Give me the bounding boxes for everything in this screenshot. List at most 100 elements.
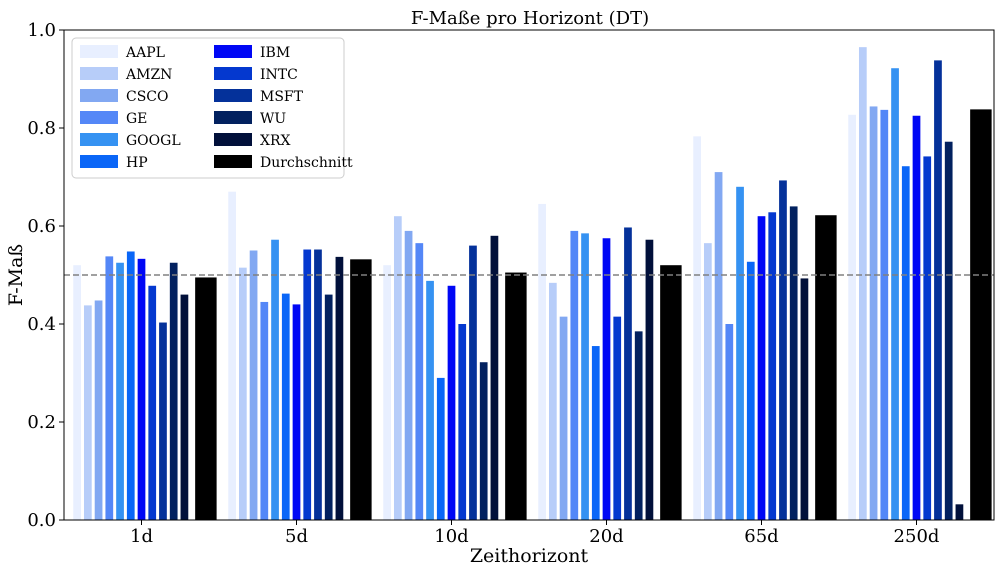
bar-msft-65d — [779, 180, 787, 520]
legend-label-aapl: AAPL — [125, 45, 165, 61]
bar-intc-65d — [768, 212, 777, 520]
bar-msft-10d — [469, 245, 477, 520]
bars-layer — [73, 47, 992, 521]
bar-durchschnitt-5d — [350, 259, 372, 520]
bar-aapl-1d — [73, 265, 81, 520]
bar-amzn-1d — [83, 305, 92, 520]
bar-ibm-65d — [757, 216, 766, 520]
legend-label-amzn: AMZN — [125, 67, 172, 83]
bar-durchschnitt-20d — [660, 265, 682, 520]
bar-ge-5d — [260, 301, 269, 520]
legend-label-googl: GOOGL — [126, 133, 181, 149]
legend-swatch-csco — [80, 89, 118, 102]
bar-xrx-5d — [335, 256, 344, 520]
legend-swatch-msft — [214, 89, 252, 102]
bar-ge-20d — [570, 230, 579, 520]
plot-frame — [63, 29, 995, 521]
bar-googl-5d — [271, 239, 279, 520]
bar-wu-250d — [944, 141, 953, 520]
legend-label-csco: CSCO — [126, 89, 169, 105]
bar-wu-5d — [324, 294, 333, 520]
x-tick-label-5d: 5d — [285, 526, 308, 547]
legend-box — [71, 37, 345, 179]
legend-label-hp: HP — [126, 155, 148, 171]
bar-hp-250d — [901, 166, 910, 520]
bar-msft-20d — [624, 227, 632, 520]
y-tick-label: 0.2 — [27, 412, 56, 433]
y-tick-label: 1.0 — [27, 20, 56, 41]
bar-aapl-20d — [538, 203, 546, 520]
bar-xrx-65d — [800, 278, 809, 520]
bar-csco-250d — [869, 106, 878, 520]
x-axis-label: Zeithorizont — [470, 545, 589, 567]
x-tick-label-10d: 10d — [434, 526, 468, 547]
bar-wu-65d — [789, 206, 798, 520]
x-tick-label-1d: 1d — [130, 526, 153, 547]
bar-amzn-10d — [393, 216, 402, 520]
legend-label-xrx: XRX — [260, 133, 291, 149]
legend-label-durchschnitt: Durchschnitt — [260, 155, 353, 171]
bar-googl-65d — [736, 186, 744, 521]
legend-swatch-amzn — [80, 67, 118, 80]
bar-msft-1d — [159, 322, 167, 520]
bar-wu-20d — [634, 331, 643, 520]
bar-hp-10d — [436, 377, 445, 520]
bar-xrx-20d — [645, 239, 654, 520]
legend-label-ge: GE — [126, 111, 147, 127]
y-tick-label: 0.4 — [27, 314, 56, 335]
legend-swatch-googl — [80, 133, 118, 146]
bar-msft-5d — [314, 249, 322, 520]
bar-intc-5d — [303, 249, 312, 520]
legend-swatch-hp — [80, 155, 118, 168]
bar-ibm-20d — [602, 238, 611, 520]
bar-ge-1d — [105, 256, 114, 520]
bar-hp-20d — [591, 346, 600, 520]
bar-csco-65d — [714, 172, 723, 520]
bar-msft-250d — [934, 60, 942, 520]
legend-swatch-xrx — [214, 133, 252, 146]
bar-wu-10d — [479, 362, 488, 520]
chart-title: F-Maße pro Horizont (DT) — [411, 8, 649, 29]
bar-googl-20d — [581, 233, 589, 520]
bar-amzn-5d — [238, 267, 247, 520]
legend-label-intc: INTC — [260, 67, 298, 83]
x-tick-label-250d: 250d — [894, 526, 940, 547]
bar-xrx-10d — [490, 235, 499, 521]
bar-ge-65d — [725, 324, 734, 520]
bar-googl-10d — [426, 280, 434, 520]
bar-intc-20d — [613, 316, 622, 520]
legend-swatch-wu — [214, 111, 252, 124]
y-tick-label: 0.6 — [27, 216, 56, 237]
bar-xrx-1d — [180, 294, 189, 520]
legend-label-wu: WU — [260, 111, 286, 127]
bar-aapl-250d — [848, 114, 856, 521]
bar-intc-10d — [458, 324, 467, 520]
bar-googl-250d — [891, 68, 899, 520]
bar-csco-1d — [94, 300, 103, 520]
bar-durchschnitt-10d — [505, 272, 527, 520]
y-axis-ticks: 0.0 0.2 0.4 0.6 0.8 1.0 — [27, 20, 64, 531]
x-tick-label-65d: 65d — [744, 526, 778, 547]
bar-hp-5d — [281, 293, 290, 520]
legend-swatch-durchschnitt — [214, 155, 252, 168]
bar-durchschnitt-1d — [195, 277, 217, 520]
bar-ibm-1d — [137, 258, 146, 520]
bar-ge-10d — [415, 243, 424, 520]
bar-ibm-10d — [447, 285, 456, 520]
legend-swatch-ge — [80, 111, 118, 124]
bar-wu-1d — [169, 262, 178, 520]
bar-amzn-65d — [703, 243, 712, 520]
bar-googl-1d — [116, 262, 124, 520]
y-tick-label: 0.0 — [27, 510, 56, 531]
bar-amzn-250d — [858, 47, 867, 521]
bar-amzn-20d — [548, 282, 557, 520]
legend-swatch-intc — [214, 67, 252, 80]
legend-label-msft: MSFT — [260, 89, 304, 105]
x-tick-label-20d: 20d — [589, 526, 623, 547]
legend-swatch-aapl — [80, 45, 118, 58]
bar-intc-250d — [923, 156, 932, 521]
bar-aapl-10d — [383, 265, 391, 520]
legend-swatch-ibm — [214, 45, 252, 58]
bar-csco-10d — [404, 230, 413, 520]
bar-ibm-5d — [292, 304, 301, 520]
